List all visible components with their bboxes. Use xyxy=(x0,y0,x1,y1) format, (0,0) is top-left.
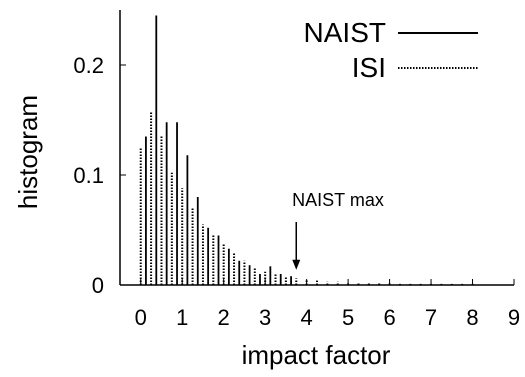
x-tick-label: 8 xyxy=(466,305,478,330)
y-tick-label: 0.1 xyxy=(73,163,104,188)
annotation-arrowhead xyxy=(292,259,301,270)
x-tick-label: 2 xyxy=(218,305,230,330)
y-axis-ticks: 0 0.1 0.2 xyxy=(73,53,126,298)
x-tick-label: 1 xyxy=(176,305,188,330)
y-tick-label: 0.2 xyxy=(73,53,104,78)
x-tick-label: 3 xyxy=(259,305,271,330)
y-tick-label: 0 xyxy=(92,273,104,298)
legend-label-naist: NAIST xyxy=(304,17,386,48)
x-axis-title: impact factor xyxy=(242,340,391,370)
naist-max-annotation: NAIST max xyxy=(292,190,384,270)
legend: NAIST ISI xyxy=(304,17,478,83)
naist-series xyxy=(145,15,292,285)
y-axis-title: histogram xyxy=(13,95,43,209)
x-tick-label: 0 xyxy=(135,305,147,330)
x-axis-ticks: 0 1 2 3 4 5 6 7 8 9 xyxy=(135,279,520,330)
annotation-label: NAIST max xyxy=(292,190,384,210)
axes-frame xyxy=(119,10,514,286)
x-tick-label: 4 xyxy=(301,305,313,330)
x-tick-label: 7 xyxy=(425,305,437,330)
x-tick-label: 9 xyxy=(508,305,520,330)
x-tick-label: 5 xyxy=(342,305,354,330)
legend-label-isi: ISI xyxy=(352,52,386,83)
x-tick-label: 6 xyxy=(383,305,395,330)
